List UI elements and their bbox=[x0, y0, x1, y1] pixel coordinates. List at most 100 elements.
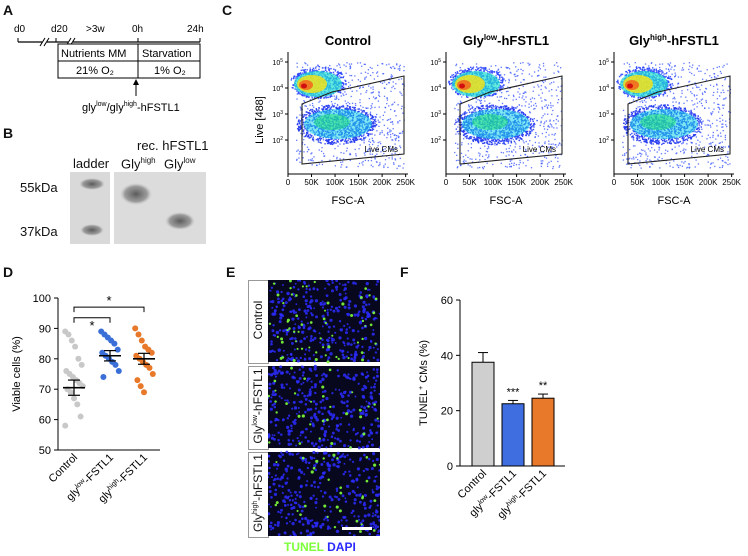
scatter-point-1-12 bbox=[100, 374, 107, 381]
micro-image-2 bbox=[268, 450, 380, 536]
mw-37: 37kDa bbox=[20, 224, 58, 239]
band-gly-low bbox=[165, 212, 195, 230]
tick-0h: 0h bbox=[132, 24, 143, 35]
flow-xtick-label-1-3: 150K bbox=[507, 178, 526, 187]
blot-sample-lanes bbox=[114, 172, 206, 244]
scatter-sig-star-2: * bbox=[106, 293, 111, 308]
scatter-ytick-label-50: 50 bbox=[39, 445, 51, 457]
scatter-ytick-label-80: 80 bbox=[39, 354, 51, 366]
flow-ytick-label-2-3: 102 bbox=[598, 136, 609, 145]
flow-xtick-label-0-2: 100K bbox=[326, 178, 345, 187]
micro-scale-bar bbox=[342, 527, 372, 530]
flow-gate-2 bbox=[627, 75, 731, 165]
flow-xtick-label-2-0: 0 bbox=[612, 178, 617, 187]
flow-xlabel-1: FSC-A bbox=[490, 195, 524, 207]
flow-panel-2: Glyhigh-hFSTL1 Live CMs 105 104 103 102 0 50K 10… bbox=[598, 33, 741, 207]
flow-xlabel-0: FSC-A bbox=[332, 195, 366, 207]
flow-gate-label-0: Live CMs bbox=[365, 145, 398, 154]
flow-ytick-label-2-2: 103 bbox=[598, 110, 609, 119]
scatter-point-0-5 bbox=[78, 361, 85, 368]
flow-panel-0: Control Live CMs 105 104 103 102 0 50K 100K 150K 2… bbox=[272, 33, 415, 207]
flow-ytick-label-2-1: 104 bbox=[598, 84, 609, 93]
flow-xtick-label-0-5: 250K bbox=[396, 178, 415, 187]
panel-label-f: F bbox=[400, 264, 409, 280]
flow-density-dead-red-0 bbox=[301, 83, 307, 89]
oxygen-hypoxia: 1% O₂ bbox=[154, 65, 186, 77]
scatter-point-2-11 bbox=[149, 371, 156, 377]
bar-ylabel: TUNEL+ CMs (%) bbox=[418, 340, 430, 426]
bar-0 bbox=[471, 361, 495, 467]
scatter-point-0-16 bbox=[77, 413, 84, 420]
micro-image-1 bbox=[268, 364, 380, 450]
flow-xtick-label-0-4: 200K bbox=[373, 178, 392, 187]
flow-xtick-label-2-1: 50K bbox=[630, 178, 645, 187]
flow-gate-1 bbox=[459, 75, 563, 165]
scatter-point-2-14 bbox=[141, 389, 147, 396]
treatment-label: glylow/glyhigh-hFSTL1 bbox=[82, 101, 180, 114]
scatter-point-2-0 bbox=[132, 325, 139, 332]
scatter-sig-bracket-2 bbox=[73, 306, 145, 313]
phase-starvation: Starvation bbox=[142, 48, 192, 60]
scatter-point-2-12 bbox=[134, 377, 141, 384]
blot-ladder-label: ladder bbox=[73, 156, 110, 171]
flow-xtick-label-2-5: 250K bbox=[722, 178, 741, 187]
ladder-band-55 bbox=[79, 178, 105, 190]
flow-title-2: Glyhigh-hFSTL1 bbox=[629, 33, 719, 48]
flow-ytick-label-0-2: 103 bbox=[272, 110, 283, 119]
bar-ytick-label-0: 0 bbox=[447, 461, 453, 473]
flow-xtick-label-1-5: 250K bbox=[554, 178, 573, 187]
scatter-point-2-1 bbox=[135, 331, 142, 338]
oxygen-normoxia: 21% O₂ bbox=[76, 65, 114, 77]
scatter-point-0-4 bbox=[75, 355, 82, 362]
blot-header: rec. hFSTL1 bbox=[137, 138, 209, 153]
scatter-point-1-4 bbox=[111, 340, 118, 347]
tick-d20: d20 bbox=[51, 24, 68, 35]
scatter-point-2-10 bbox=[146, 364, 153, 371]
scatter-point-2-13 bbox=[137, 383, 144, 390]
row-label-low: Glylow-hFSTL1 bbox=[251, 368, 265, 444]
bar-2 bbox=[531, 397, 555, 467]
scatter-point-2-2 bbox=[138, 337, 145, 344]
bar-1 bbox=[501, 403, 525, 467]
scatter-point-0-14 bbox=[71, 395, 77, 402]
scatter-ytick-label-90: 90 bbox=[39, 323, 51, 335]
flow-ylabel: Live [488] bbox=[254, 96, 266, 144]
flow-density-live-green-1 bbox=[472, 114, 508, 130]
panel-label-e: E bbox=[226, 264, 236, 280]
flow-xtick-label-1-1: 50K bbox=[462, 178, 477, 187]
flow-xtick-label-1-0: 0 bbox=[444, 178, 449, 187]
flow-ytick-label-0-0: 105 bbox=[272, 58, 283, 67]
tunel-dapi-images bbox=[268, 280, 380, 536]
scatter-ytick-label-100: 100 bbox=[33, 293, 51, 305]
bar-sig-2: ** bbox=[539, 380, 548, 392]
flow-density-live-green-0 bbox=[314, 114, 350, 130]
flow-xtick-label-2-4: 200K bbox=[699, 178, 718, 187]
flow-density-live-green-2 bbox=[640, 114, 676, 130]
scatter-xlabel-0: Control bbox=[47, 452, 81, 486]
flow-xtick-label-0-0: 0 bbox=[286, 178, 291, 187]
scatter-point-0-17 bbox=[62, 422, 69, 429]
flow-ytick-label-0-3: 102 bbox=[272, 136, 283, 145]
flow-xtick-label-0-1: 50K bbox=[304, 178, 319, 187]
timeline-diagram: d0 d20 >3w 0h 24h Nutrients MM Starvatio… bbox=[14, 24, 204, 114]
flow-density-dead-red-2 bbox=[627, 83, 633, 89]
scatter-point-2-5 bbox=[148, 349, 155, 356]
scatter-point-0-13 bbox=[67, 389, 74, 396]
row-label-high: Glyhigh-hFSTL1 bbox=[251, 454, 265, 532]
flow-xtick-label-2-2: 100K bbox=[652, 178, 671, 187]
blot-lane-low-label: Glylow bbox=[164, 156, 196, 172]
flow-gate-label-1: Live CMs bbox=[523, 145, 556, 154]
flow-xtick-label-0-3: 150K bbox=[349, 178, 368, 187]
micro-image-0 bbox=[268, 280, 380, 364]
scatter-ytick-label-60: 60 bbox=[39, 415, 51, 427]
panel-label-d: D bbox=[3, 264, 14, 280]
scatter-sig-star-1: * bbox=[89, 318, 94, 333]
scatter-sig-bracket-1 bbox=[73, 317, 111, 323]
flow-ytick-label-1-1: 104 bbox=[430, 84, 441, 93]
flow-xtick-label-2-3: 150K bbox=[675, 178, 694, 187]
flow-gate-0 bbox=[301, 75, 405, 165]
band-gly-high bbox=[120, 183, 152, 205]
flow-xtick-label-1-4: 200K bbox=[531, 178, 550, 187]
flow-ytick-label-0-1: 104 bbox=[272, 84, 283, 93]
